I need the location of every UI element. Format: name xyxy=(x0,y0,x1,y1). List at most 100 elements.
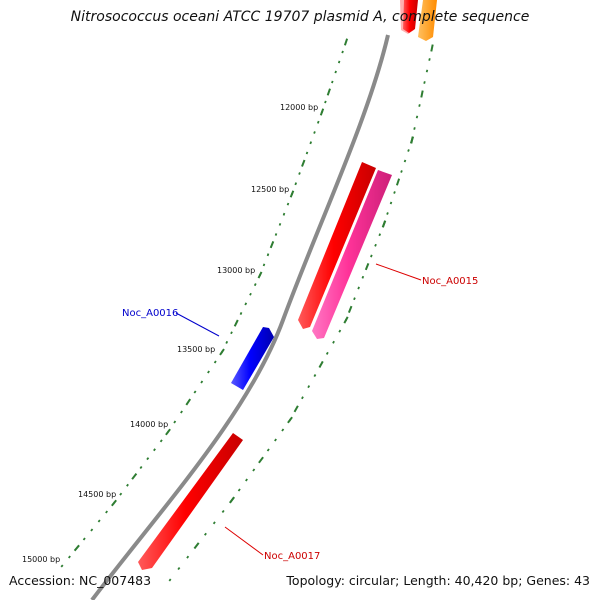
outer-ring-tick xyxy=(281,428,285,432)
outer-ring-tick xyxy=(332,340,335,344)
inner-ring-tick xyxy=(278,222,282,226)
outer-ring-tick xyxy=(381,220,387,228)
inner-ring-tick xyxy=(309,141,313,145)
inner-ring-tick xyxy=(262,263,266,267)
inner-ring-tick xyxy=(301,159,306,167)
outer-ring-tick xyxy=(361,275,365,279)
inner-ring-tick xyxy=(230,331,233,335)
inner-ring-tick xyxy=(126,483,129,487)
outer-ring-tick xyxy=(403,159,407,163)
inner-ring-tick xyxy=(60,564,64,568)
outer-ring-tick xyxy=(407,149,410,152)
leader-line-noc-a0015 xyxy=(375,263,422,281)
outer-ring-tick xyxy=(266,448,270,452)
inner-ring-tick xyxy=(298,172,301,175)
outer-ring-tick xyxy=(313,374,317,378)
inner-ring-tick xyxy=(274,233,278,236)
outer-ring-tick xyxy=(393,191,396,194)
gene-arrow-top-red[interactable] xyxy=(403,0,418,33)
outer-ring-tick xyxy=(409,136,415,144)
inner-ring-tick xyxy=(207,370,210,374)
gene-arrow-top-orange[interactable] xyxy=(418,0,437,41)
inner-ring-tick xyxy=(153,448,156,452)
outer-ring-tick xyxy=(343,316,349,324)
outer-ring-tick xyxy=(415,115,419,119)
inner-ring-tick xyxy=(334,70,337,74)
outer-ring-tick xyxy=(287,416,293,424)
inner-ring-tick xyxy=(165,428,171,436)
outer-ring-tick xyxy=(413,127,416,130)
outer-ring-tick xyxy=(364,263,370,271)
outer-ring-tick xyxy=(258,456,264,464)
inner-ring-tick xyxy=(219,348,225,356)
inner-ring-tick xyxy=(324,100,327,104)
bp-label-12500: 12500 bp xyxy=(251,185,289,194)
outer-ring-tick xyxy=(423,81,426,84)
page-title: Nitrosococcus oceani ATCC 19707 plasmid … xyxy=(70,9,530,25)
inner-ring-tick xyxy=(326,88,331,96)
outer-ring-tick xyxy=(168,578,172,582)
inner-ring-tick xyxy=(73,544,80,552)
inner-ring-tick xyxy=(337,60,341,64)
topology-summary: Topology: circular; Length: 40,420 bp; G… xyxy=(286,573,590,588)
inner-ring-tick xyxy=(343,38,349,46)
outer-ring-tick xyxy=(357,286,360,290)
inner-ring-tick xyxy=(111,499,117,507)
outer-ring-tick xyxy=(386,212,389,215)
outer-ring-tick xyxy=(400,170,403,173)
inner-ring-tick xyxy=(200,380,204,384)
gene-arrow-noc-a0016[interactable] xyxy=(231,327,274,390)
outer-ring-tick xyxy=(229,496,235,504)
outer-ring-tick xyxy=(420,90,424,98)
outer-ring-tick xyxy=(252,468,256,472)
gene-arrow-noc-a0015[interactable] xyxy=(312,170,392,339)
outer-ring-tick xyxy=(301,396,304,400)
inner-ring-tick xyxy=(139,465,143,470)
inner-ring-tick xyxy=(282,212,286,216)
outer-ring-tick xyxy=(203,532,207,536)
inner-ring-tick xyxy=(146,457,150,461)
inner-ring-tick xyxy=(316,120,320,124)
outer-ring-tick xyxy=(425,69,429,73)
inner-ring-tick xyxy=(105,510,108,514)
inner-ring-tick xyxy=(313,131,316,134)
inner-ring-tick xyxy=(249,292,252,296)
outer-tick-ring xyxy=(168,44,434,582)
inner-ring-tick xyxy=(244,302,248,306)
inner-tick-ring xyxy=(60,38,349,568)
outer-ring-tick xyxy=(347,305,353,313)
outer-ring-tick xyxy=(389,201,393,205)
inner-ring-tick xyxy=(193,390,197,394)
inner-ring-tick xyxy=(159,439,163,443)
inner-ring-tick xyxy=(289,190,295,198)
outer-ring-tick xyxy=(418,104,421,107)
inner-ring-tick xyxy=(225,340,229,344)
outer-ring-tick xyxy=(428,58,431,61)
outer-ring-tick xyxy=(318,360,324,368)
outer-ring-tick xyxy=(307,385,311,389)
outer-ring-tick xyxy=(325,351,329,355)
gene-label-noc-a0017[interactable]: Noc_A0017 xyxy=(264,551,320,562)
plasmid-backbone xyxy=(90,34,390,600)
inner-ring-tick xyxy=(319,108,325,116)
inner-ring-tick xyxy=(82,537,86,541)
outer-ring-tick xyxy=(186,555,190,559)
bp-label-13000: 13000 bp xyxy=(217,266,255,275)
outer-ring-tick xyxy=(374,243,377,247)
outer-ring-tick xyxy=(378,233,382,237)
gene-label-noc-a0016[interactable]: Noc_A0016 xyxy=(122,308,178,319)
bp-label-13500: 13500 bp xyxy=(177,345,215,354)
outer-ring-tick xyxy=(353,297,356,301)
inner-ring-tick xyxy=(97,519,101,523)
inner-ring-tick xyxy=(185,398,192,406)
gene-label-noc-a0015[interactable]: Noc_A0015 xyxy=(422,276,478,287)
inner-ring-tick xyxy=(90,528,94,532)
outer-ring-tick xyxy=(193,542,200,550)
inner-ring-tick xyxy=(269,241,275,249)
inner-ring-tick xyxy=(68,555,71,559)
outer-ring-tick xyxy=(430,44,434,52)
outer-ring-tick xyxy=(370,254,373,258)
inner-ring-tick xyxy=(173,420,177,424)
gene-arrow-noc-a0017[interactable] xyxy=(138,433,243,570)
gene-arrow-red-large[interactable] xyxy=(298,162,376,329)
